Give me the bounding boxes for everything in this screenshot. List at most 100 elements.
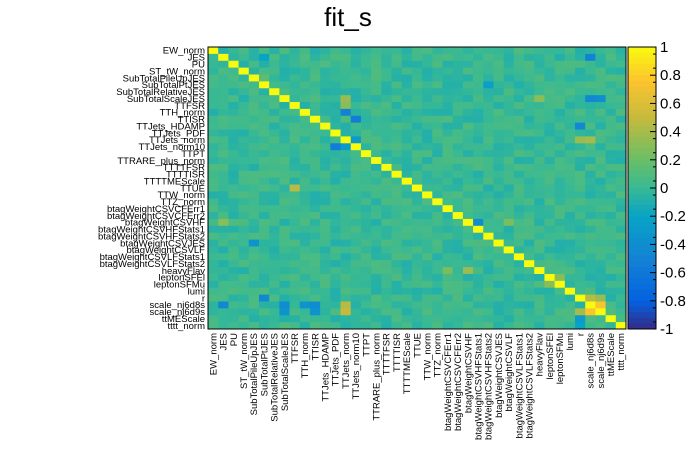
heatmap-cell	[258, 232, 270, 240]
heatmap-cell	[411, 267, 423, 275]
heatmap-cell	[248, 143, 260, 151]
heatmap-cell	[248, 53, 260, 62]
heatmap-cell	[269, 129, 280, 137]
heatmap-cell	[228, 150, 239, 158]
y-tick-label: TTJets_HDAMP	[136, 121, 205, 132]
heatmap-cell	[208, 225, 219, 234]
colorbar-band	[628, 317, 656, 324]
heatmap-cell	[228, 157, 239, 165]
heatmap-cell	[503, 81, 515, 89]
heatmap-cell	[422, 322, 433, 330]
heatmap-cell	[320, 273, 331, 282]
heatmap-cell	[360, 225, 372, 234]
colorbar-band	[628, 137, 656, 144]
heatmap-cell	[371, 81, 382, 89]
heatmap-cell	[299, 157, 311, 165]
heatmap-cell	[554, 95, 566, 103]
heatmap-cell	[228, 301, 239, 309]
heatmap-cell	[228, 115, 239, 124]
heatmap-cell	[554, 163, 566, 172]
heatmap-cell	[381, 218, 392, 227]
heatmap-cell	[269, 308, 280, 316]
heatmap-cell	[462, 232, 474, 240]
heatmap-cell	[299, 102, 311, 110]
heatmap-cell	[554, 322, 566, 330]
heatmap-cell	[401, 67, 413, 75]
heatmap-cell	[595, 150, 607, 158]
heatmap-cell	[269, 280, 280, 289]
y-tick-label: SubTotalPtJES	[142, 80, 205, 91]
heatmap-cell	[442, 115, 454, 124]
heatmap-cell	[585, 315, 596, 323]
heatmap-cell	[258, 157, 270, 165]
heatmap-cell	[289, 67, 301, 75]
heatmap-cell	[564, 294, 576, 302]
heatmap-cell	[381, 191, 392, 199]
y-tick-label: btagWeightCSVHFStats2	[98, 231, 205, 242]
heatmap-cell	[309, 322, 321, 330]
colorbar-band	[628, 272, 656, 279]
heatmap-cell	[208, 122, 219, 130]
heatmap-cell	[228, 232, 239, 240]
heatmap-cell	[422, 239, 433, 247]
heatmap-cell	[585, 287, 596, 296]
heatmap-cell	[564, 177, 576, 185]
heatmap-cell	[595, 170, 607, 179]
heatmap-cell	[289, 163, 301, 172]
heatmap-cell	[493, 225, 505, 234]
heatmap-cell	[411, 212, 423, 220]
heatmap-cell	[340, 81, 352, 89]
heatmap-cell	[218, 67, 229, 75]
heatmap-cell	[208, 322, 219, 330]
heatmap-cell	[513, 294, 525, 302]
heatmap-cell	[208, 239, 219, 247]
heatmap-cell	[371, 136, 382, 144]
heatmap-cell	[320, 115, 331, 124]
heatmap-cell	[483, 157, 494, 165]
heatmap-cell	[299, 95, 311, 103]
heatmap-cell	[564, 198, 576, 206]
heatmap-cell	[269, 191, 280, 199]
heatmap-cell	[381, 260, 392, 268]
heatmap-cell	[269, 102, 280, 110]
heatmap-cell	[330, 184, 341, 192]
x-tick-label: TTZ_norm	[433, 333, 444, 377]
heatmap-cell	[381, 205, 392, 213]
heatmap-cell	[360, 60, 372, 69]
x-tick-label: btagWeightCSVCFErr1	[443, 333, 454, 431]
x-tick-label: btagWeightCSVLFStats2	[524, 333, 535, 438]
heatmap-cell	[534, 301, 545, 309]
heatmap-cell	[391, 198, 403, 206]
heatmap-cell	[452, 129, 464, 137]
heatmap-cell	[554, 301, 566, 309]
heatmap-cell	[575, 218, 586, 227]
heatmap-cell	[483, 315, 494, 323]
heatmap-cell	[228, 88, 239, 96]
heatmap-cell	[360, 163, 372, 172]
heatmap-cell	[411, 143, 423, 151]
heatmap-cell	[422, 308, 433, 316]
heatmap-cell	[208, 129, 219, 137]
heatmap-cell	[411, 129, 423, 137]
heatmap-cell	[442, 177, 454, 185]
heatmap-cell	[442, 136, 454, 144]
heatmap-cell	[513, 150, 525, 158]
heatmap-cell	[503, 301, 515, 309]
heatmap-cell	[544, 60, 556, 69]
heatmap-cell	[595, 308, 607, 316]
heatmap-cell	[258, 150, 270, 158]
heatmap-cell	[360, 273, 372, 282]
heatmap-cell	[340, 280, 352, 289]
heatmap-cell	[350, 170, 362, 179]
heatmap-cell	[299, 260, 311, 268]
heatmap-cell	[360, 157, 372, 165]
heatmap-cell	[615, 102, 627, 110]
heatmap-cell	[493, 150, 505, 158]
heatmap-cell	[513, 205, 525, 213]
heatmap-cell	[432, 136, 443, 144]
heatmap-cell	[564, 163, 576, 172]
heatmap-cell	[513, 246, 525, 254]
heatmap-cell	[554, 60, 566, 69]
x-tick-label: leptonSFEl	[545, 333, 556, 379]
heatmap-cell	[238, 294, 250, 302]
